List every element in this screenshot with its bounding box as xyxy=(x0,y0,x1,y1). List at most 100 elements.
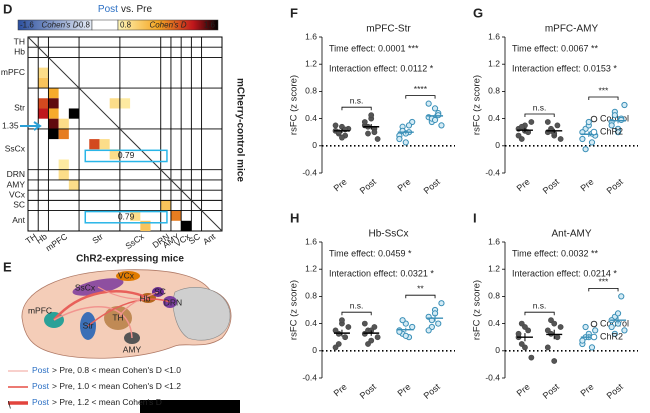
region-label: TH xyxy=(112,312,123,322)
annotation: Interaction effect: 0.0153 * xyxy=(512,63,617,73)
y-tick-label: 0 xyxy=(312,140,317,150)
y-tick-label: 1.2 xyxy=(488,263,500,273)
col-label: Str xyxy=(90,231,105,246)
y-tick-label: 1.6 xyxy=(305,236,317,246)
highlight-box xyxy=(84,149,168,163)
data-point xyxy=(579,337,586,344)
row-label: Str xyxy=(14,103,25,113)
legend-label: Control xyxy=(600,113,629,123)
sig-bracket xyxy=(341,311,372,316)
y-tick-label: 1.6 xyxy=(305,31,317,41)
heatmap-cell xyxy=(130,210,141,221)
annotation: Time effect: 0.0032 ** xyxy=(512,248,599,258)
colorbar-pos xyxy=(117,19,219,31)
data-point xyxy=(544,119,551,125)
heatmap-cell xyxy=(48,118,59,129)
legend-rest: > Pre, 1.0 < mean Cohen's D <1.2 xyxy=(52,381,181,391)
data-point xyxy=(551,320,558,327)
y-tick-label: -0.4 xyxy=(485,167,500,177)
data-point xyxy=(582,146,589,153)
x-tick-label: Post xyxy=(358,176,379,196)
y-axis-label: rsFC (z score) xyxy=(472,75,483,135)
x-tick-label: Pre xyxy=(332,177,349,194)
x-tick-label: Post xyxy=(541,381,562,401)
data-point xyxy=(608,323,615,331)
sig-label: ** xyxy=(417,283,424,293)
row-label: VCx xyxy=(9,190,26,200)
data-point xyxy=(431,105,439,112)
data-point xyxy=(557,324,564,330)
sig-bracket xyxy=(405,294,436,299)
heatmap-cell xyxy=(48,88,59,99)
data-point xyxy=(551,358,558,364)
heatmap-cell xyxy=(109,98,120,109)
data-point xyxy=(544,344,551,351)
row-marker: 1.35 xyxy=(2,120,19,130)
colorbar-tick-label: 0.8 xyxy=(120,21,132,30)
annotation: Interaction effect: 0.0112 * xyxy=(329,63,434,73)
x-tick-label: Post xyxy=(605,381,626,401)
heatmap-cell xyxy=(38,67,49,78)
y-tick-label: 1.2 xyxy=(305,58,317,68)
chart-title: mPFC-Str xyxy=(366,24,411,35)
title-post: Post xyxy=(98,4,118,15)
y-tick-label: -0.4 xyxy=(485,372,500,382)
data-point xyxy=(611,112,618,119)
y-tick-label: 0 xyxy=(495,345,500,355)
legend-entry: Post > Pre, 1.2 < mean Cohen's D xyxy=(32,397,162,407)
y-tick-label: 0.4 xyxy=(488,318,500,328)
heatmap-cell xyxy=(58,118,69,129)
data-point xyxy=(611,330,618,337)
data-point xyxy=(332,122,339,129)
title-rest: vs. Pre xyxy=(121,4,153,15)
data-point xyxy=(557,136,564,142)
data-point xyxy=(528,119,535,125)
highlight-box xyxy=(84,210,168,224)
x-tick-label: Pre xyxy=(578,382,595,399)
sig-bracket xyxy=(588,96,619,100)
data-point xyxy=(368,112,375,119)
region-label: Str xyxy=(83,320,94,330)
legend-rest: > Pre, 1.2 < mean Cohen's D xyxy=(52,397,162,407)
sig-bracket xyxy=(341,106,372,111)
y-tick-label: 0.8 xyxy=(305,291,317,301)
heatmap-cell xyxy=(160,200,171,211)
boxed-value: 0.79 xyxy=(118,211,135,221)
data-point xyxy=(621,327,628,334)
sig-bracket xyxy=(524,311,555,316)
row-label: DRN xyxy=(7,169,25,179)
data-point xyxy=(438,300,445,307)
data-point xyxy=(374,136,381,142)
x-tick-label: Post xyxy=(605,176,626,196)
x-tick-label: Post xyxy=(422,176,443,196)
y-axis-label: mCherry-control mice xyxy=(234,78,245,182)
diagonal xyxy=(27,36,223,232)
data-point xyxy=(592,327,599,334)
heatmap-cell xyxy=(68,108,80,119)
sig-label: n.s. xyxy=(533,300,547,310)
chart-title: Post vs. Pre xyxy=(98,4,153,15)
legend-label: ChR2 xyxy=(600,331,623,341)
legend-swatch xyxy=(590,115,598,123)
row-label: Ant xyxy=(12,215,25,225)
data-point xyxy=(371,129,378,136)
data-point xyxy=(618,293,625,300)
data-point xyxy=(399,317,406,324)
y-tick-label: 0.8 xyxy=(488,291,500,301)
data-point xyxy=(438,122,445,129)
panel-letter: H xyxy=(290,210,299,225)
data-point xyxy=(435,320,442,327)
sig-bracket xyxy=(524,113,555,117)
legend-swatch xyxy=(590,320,598,328)
row-label: AMY xyxy=(7,179,26,189)
region-label: AMY xyxy=(123,344,142,354)
data-point xyxy=(528,354,535,361)
sig-label: n.s. xyxy=(350,300,364,310)
data-point xyxy=(339,134,345,141)
heatmap-cell xyxy=(68,179,80,191)
data-point xyxy=(614,129,622,136)
chart-title: Ant-AMY xyxy=(551,229,591,240)
y-tick-label: -0.4 xyxy=(302,372,317,382)
y-axis-label: rsFC (z score) xyxy=(289,280,300,340)
heatmap-cell xyxy=(119,98,131,109)
